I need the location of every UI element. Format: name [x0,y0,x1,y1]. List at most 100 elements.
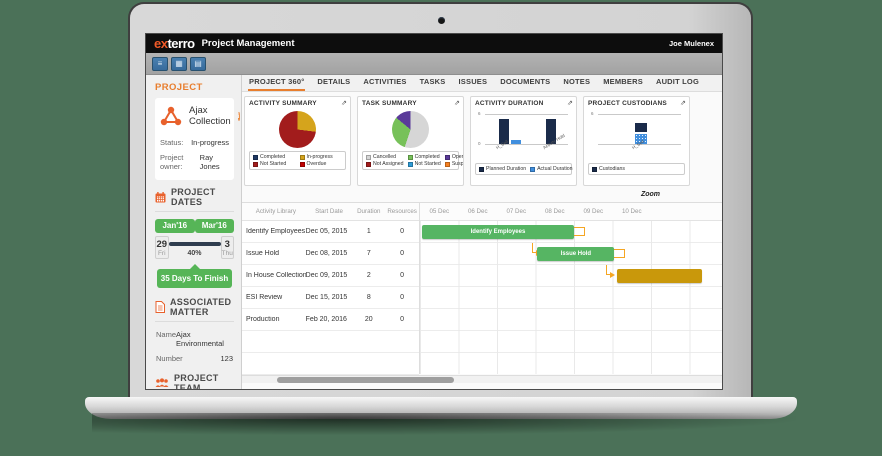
split-view-button[interactable]: ▦ [171,56,187,71]
app-header: exterro Project Management Joe Mulenex [146,34,722,53]
gantt-cell: 8 [366,294,371,301]
activity-summary-legend: Completed In-progress Not Started Overdue [249,151,346,170]
current-user[interactable]: Joe Mulenex [668,39,714,48]
col-start-date[interactable]: Start Date [315,208,343,215]
project-custodians-legend: Custodians [588,163,685,175]
expand-icon[interactable]: ⇗ [567,100,573,107]
expand-icon[interactable]: ⇗ [680,100,686,107]
legend-item: Completed [253,154,296,160]
bar[interactable] [499,119,510,144]
activity-summary-pie [279,111,316,148]
card-activity-duration: ACTIVITY DURATION ⇗ 6 0 H_Sell Activity H… [470,96,577,186]
legend-swatch [366,154,371,160]
list-view-button[interactable]: ≡ [152,56,168,71]
logo-terro: terro [167,36,195,51]
gantt-table-row[interactable]: Issue Hold Dec 08, 2015 7 0 [242,243,419,265]
expand-icon[interactable]: ⇗ [341,100,347,107]
gantt-table-header: Activity Library Start Date Duration Res… [242,203,419,221]
bar-group: H_Sell [495,114,522,150]
exterro-logo: exterro [154,36,195,51]
legend-swatch [299,154,305,160]
start-day: 29 [156,239,168,250]
gantt-bar[interactable]: Issue Hold [537,247,615,261]
owner-value: Ray Jones [199,153,220,171]
card-activity-summary: ACTIVITY SUMMARY ⇗ Completed In-progress N… [244,96,351,186]
start-month-button[interactable]: Jan'16 [155,219,195,233]
tab-notes[interactable]: NOTES [563,77,591,86]
matter-number-row: Number 123 [155,351,234,366]
project-network-icon [160,106,182,126]
legend-label: Overdue [306,161,327,167]
tab-tasks[interactable]: TASKS [419,77,446,86]
dependency-connector [573,227,585,236]
tab-issues[interactable]: ISSUES [458,77,488,86]
gantt-cell: Dec 05, 2015 [305,228,348,235]
progress-wrap: 40% [168,241,221,257]
gantt-cell: Production [246,316,280,323]
bar[interactable] [634,123,647,132]
tab-activities[interactable]: ACTIVITIES [363,77,407,86]
y-axis-max: 6 [478,111,481,116]
scrollbar-thumb[interactable] [277,377,454,383]
tab-documents[interactable]: DOCUMENTS [500,77,551,86]
legend-item: In-progress [299,154,343,160]
app-body: PROJECT Ajax Collection i Status: [146,74,722,389]
task-summary-legend: Cancelled Completed Open Not Assigned Not St… [362,151,463,170]
view-toolbar: ≡ ▦ ▤ [146,53,722,75]
legend-item: Actual Duration [530,166,573,172]
legend-swatch [530,166,536,172]
bar[interactable] [545,119,556,144]
tab-project-360-[interactable]: PROJECT 360° [248,74,306,91]
laptop-shadow [92,413,796,435]
gantt-cell: Dec 09, 2015 [305,272,348,279]
col-activity-library[interactable]: Activity Library [255,208,296,215]
gantt-table-row[interactable]: Identify Employees Dec 05, 2015 1 0 [242,221,419,243]
legend-item: Cancelled [366,154,404,160]
end-month-button[interactable]: Mar'16 [194,219,234,233]
tab-details[interactable]: DETAILS [317,77,351,86]
gantt-empty-row [242,353,419,375]
progress-bar [168,241,221,246]
app-window: exterro Project Management Joe Mulenex ≡… [145,33,723,390]
legend-swatch [407,161,413,167]
task-summary-pie [392,111,429,148]
gantt-bar[interactable]: Identify Employees [421,225,574,239]
gantt-zoom-row: Zoom [242,190,722,202]
gantt-timeline: 05 Dec 06 Dec 07 Dec 08 Dec 09 Dec 10 Dec Ide… [420,203,722,374]
gantt-table-row[interactable]: Production Feb 20, 2016 20 0 [242,309,419,331]
horizontal-scrollbar [242,375,722,383]
legend-swatch [299,161,305,167]
status-value: In-progress [191,138,229,147]
gantt-cell: 0 [400,272,405,279]
dependency-connector [613,249,625,258]
matter-name-value: Ajax Environmental [176,330,224,348]
col-resources[interactable]: Resources [387,208,417,215]
gantt-cell: In House Collection [246,272,306,279]
gantt-table-row[interactable]: In House Collection Dec 09, 2015 2 0 [242,265,419,287]
legend-label: Suspended [451,161,464,167]
gantt-bar[interactable] [617,269,702,283]
tab-members[interactable]: MEMBERS [603,77,643,86]
legend-item: Custodians [592,166,635,172]
x-axis [485,144,568,145]
progress-percent: 40% [187,249,202,257]
legend-label: Not Started [414,161,441,167]
table-view-button[interactable]: ▤ [190,56,206,71]
dashboard-cards: ACTIVITY SUMMARY ⇗ Completed In-progress N… [242,92,722,190]
col-duration[interactable]: Duration [357,208,381,215]
legend-item: Not Assigned [366,161,404,167]
legend-swatch [479,166,484,172]
gantt-zoom-control[interactable]: Zoom [640,191,660,198]
tab-audit-log[interactable]: AUDIT LOG [655,77,699,86]
project-dates-header: PROJECT DATES [155,180,234,212]
expand-icon[interactable]: ⇗ [454,100,460,107]
end-day-box: 3 Thu [220,236,234,259]
info-icon[interactable]: i [237,111,240,121]
x-axis [598,144,681,145]
gantt-table-row[interactable]: ESI Review Dec 15, 2015 8 0 [242,287,419,309]
gantt-cell: 0 [400,250,405,257]
card-title: ACTIVITY DURATION [475,100,544,107]
bar[interactable] [511,139,522,144]
bar[interactable] [634,133,647,144]
y-axis-max: 6 [591,111,594,116]
